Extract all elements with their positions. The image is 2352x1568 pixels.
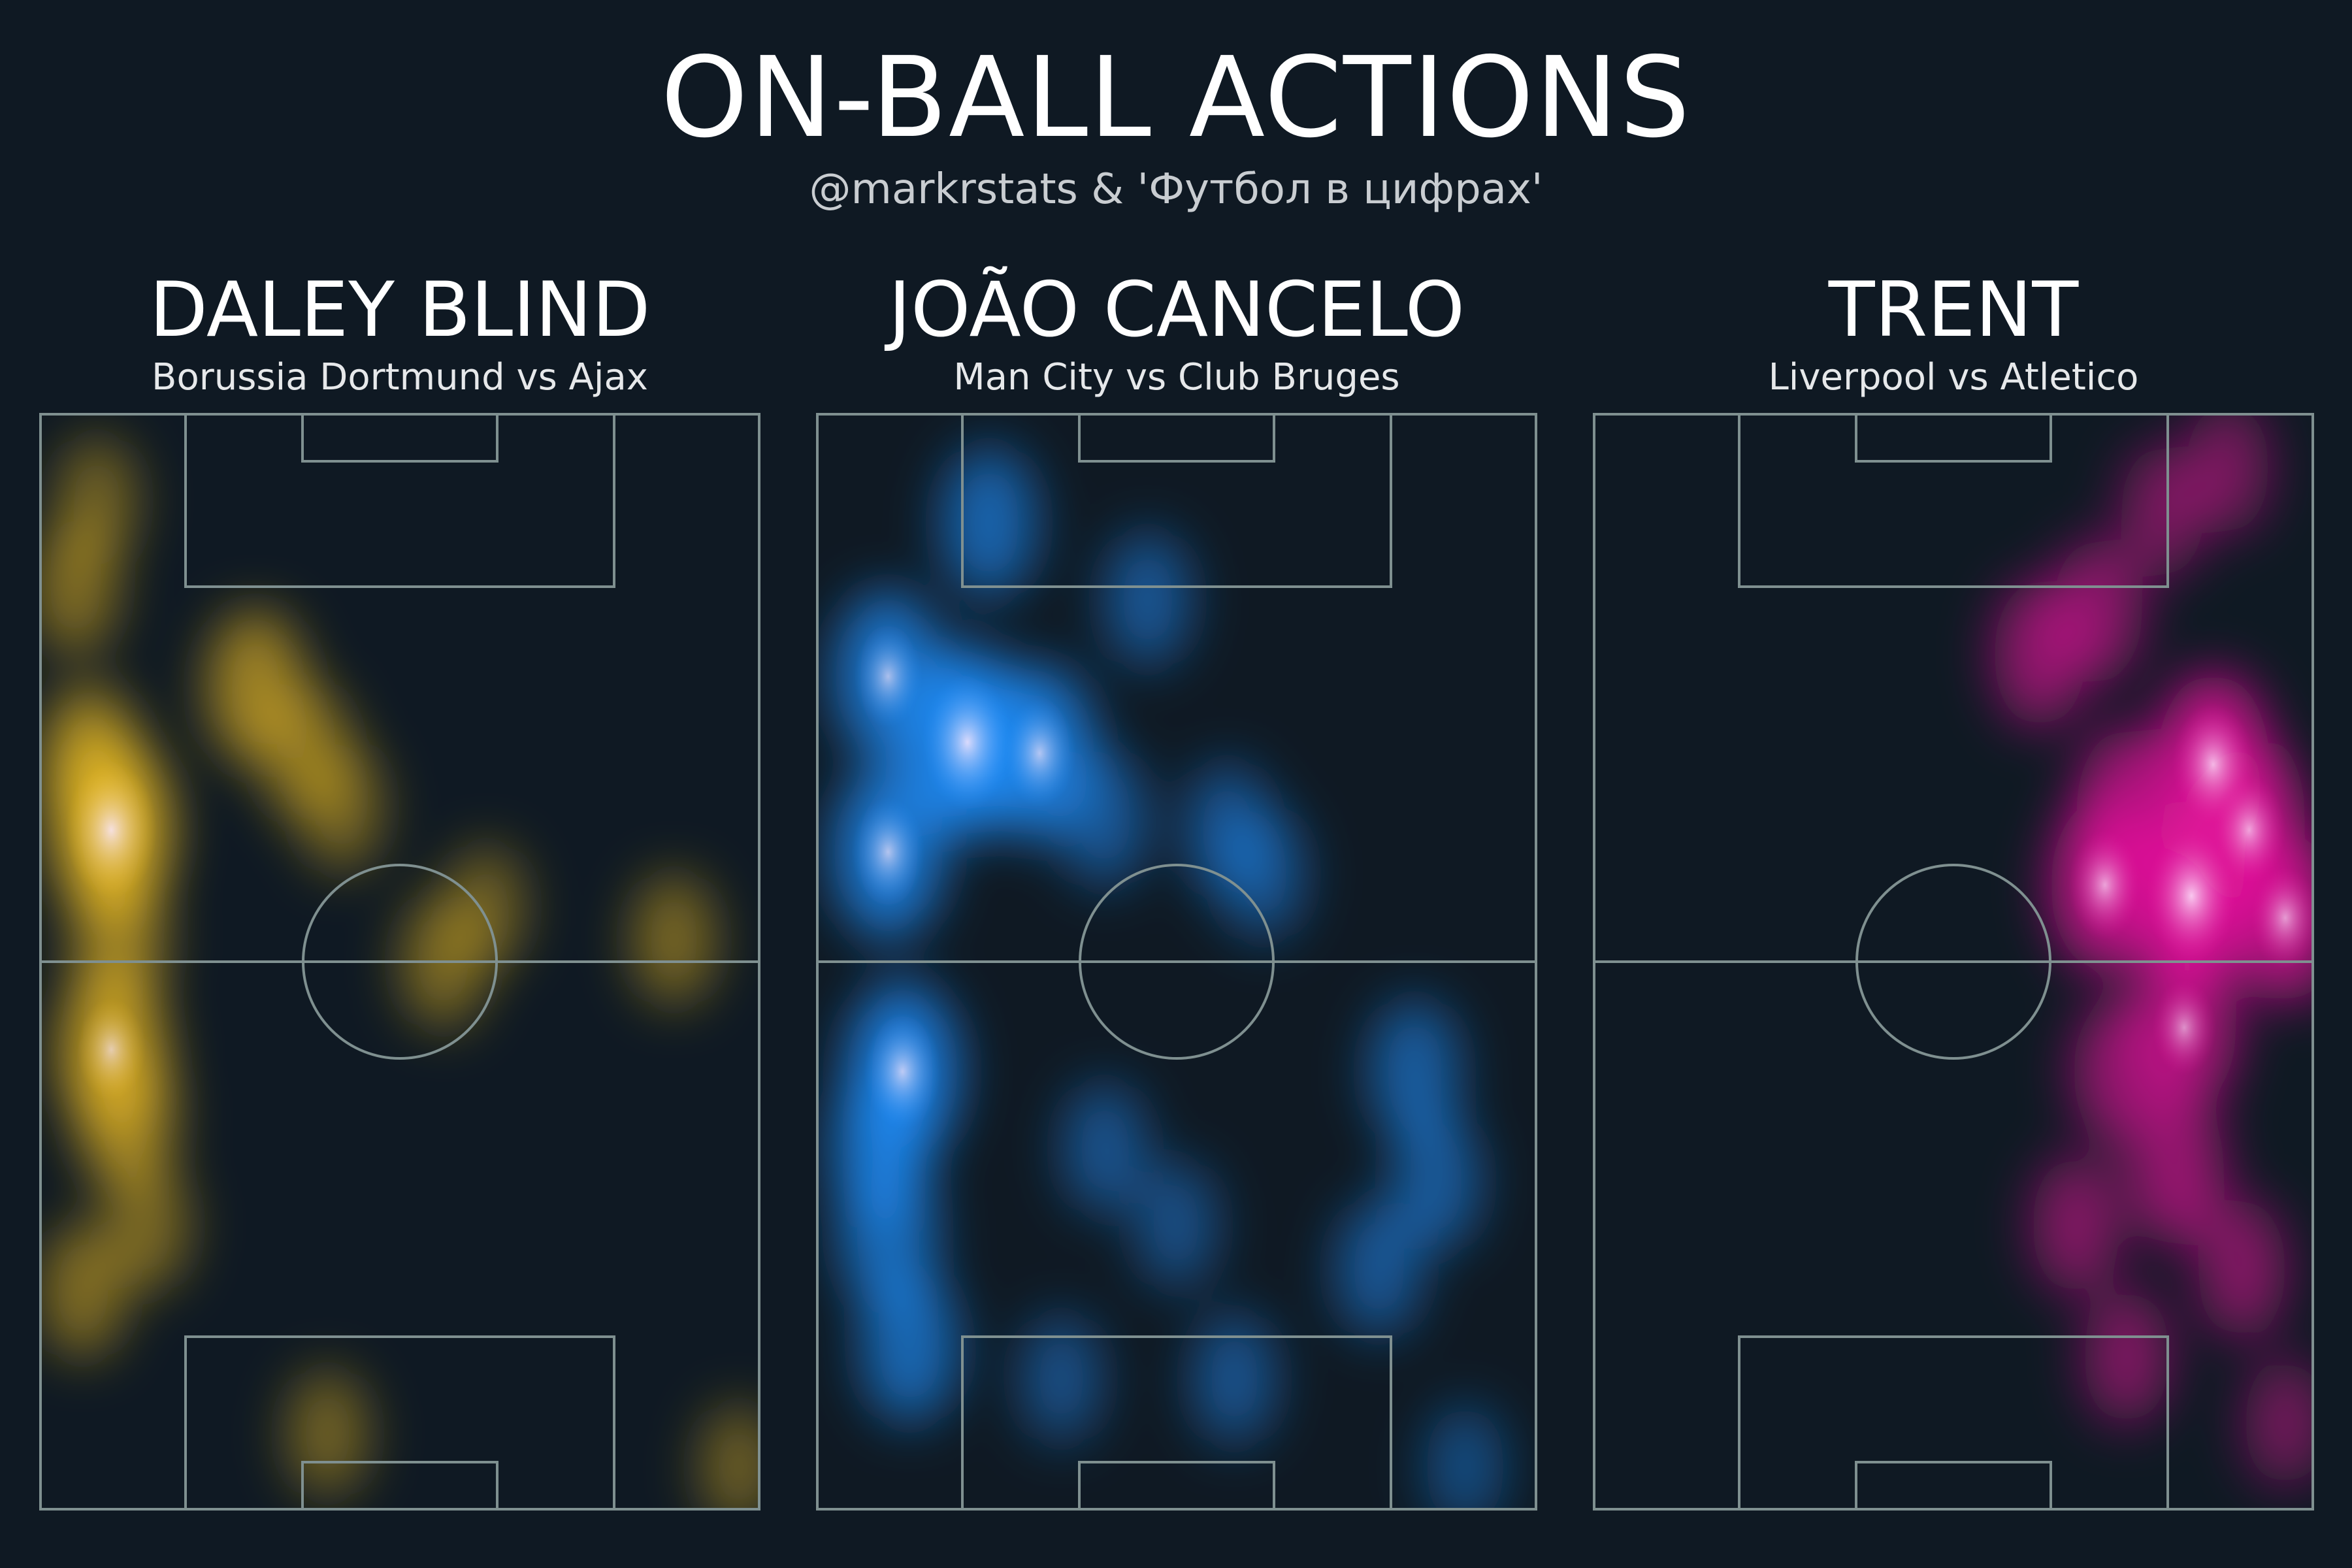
heat-spot — [2073, 998, 2166, 1145]
heat-peak — [2068, 830, 2142, 940]
heat-spot — [2198, 1200, 2286, 1339]
heat-spot — [1062, 1083, 1147, 1214]
heatmap-layer — [1993, 413, 2314, 1486]
six-yard-box-bottom — [1078, 1461, 1275, 1511]
heat-peak — [2251, 866, 2314, 970]
heat-spot — [1335, 1201, 1422, 1337]
heatmap-pitch — [39, 413, 760, 1511]
player-name: JOÃO CANCELO — [888, 266, 1465, 354]
heat-spot — [699, 1405, 760, 1511]
heat-peak — [863, 1013, 941, 1130]
heat-spot — [287, 1370, 368, 1497]
pitch-svg — [816, 413, 1537, 1511]
heat-spot — [56, 437, 138, 564]
heat-spot — [1192, 1313, 1277, 1445]
heat-blobs — [831, 448, 1505, 1511]
chart-credit: @markrstats & 'Футбол в цифрах' — [809, 165, 1543, 214]
chart-title: ON-BALL ACTIONS — [661, 33, 1691, 163]
pitch-svg — [39, 413, 760, 1511]
heat-spot — [1062, 751, 1148, 887]
heat-spot — [1392, 1112, 1480, 1250]
heat-peak — [921, 674, 1013, 811]
heat-spot — [1369, 1000, 1460, 1143]
pitch-lines — [1593, 413, 2314, 1511]
heat-peak — [1003, 698, 1077, 808]
heat-spot — [1021, 1315, 1102, 1443]
penalty-area-top — [184, 413, 615, 588]
heat-peak — [76, 998, 146, 1102]
heat-spot — [2129, 1095, 2225, 1246]
heat-peak — [2212, 775, 2286, 885]
heat-spot — [1426, 1405, 1505, 1511]
heat-cores — [65, 761, 157, 1102]
heat-spot — [632, 874, 716, 1005]
heat-cores — [851, 625, 1077, 1130]
heat-spot — [941, 448, 1037, 598]
heat-spot — [2052, 539, 2143, 682]
match-label: Borussia Dortmund vs Ajax — [152, 356, 648, 399]
pitch-lines — [816, 413, 1537, 1511]
heat-spot — [2083, 1289, 2170, 1424]
heatmap-pitch — [816, 413, 1537, 1511]
heat-spot — [1221, 808, 1305, 939]
heat-spot — [301, 743, 384, 872]
pitch-lines — [39, 413, 760, 1511]
heat-spot — [2244, 1359, 2314, 1486]
heatmap-layer — [831, 448, 1505, 1511]
six-yard-box-bottom — [301, 1461, 498, 1511]
heat-spot — [39, 1224, 125, 1358]
player-name: TRENT — [1828, 266, 2079, 354]
heat-spot — [2185, 413, 2270, 533]
player-name: DALEY BLIND — [149, 266, 651, 354]
pitch-svg — [1593, 413, 2314, 1511]
heat-peak — [851, 797, 925, 907]
heatmap-layer — [39, 437, 760, 1511]
six-yard-box-top — [301, 413, 498, 463]
heat-spot — [1136, 1162, 1217, 1289]
match-label: Liverpool vs Atletico — [1768, 356, 2139, 399]
six-yard-box-bottom — [1855, 1461, 2052, 1511]
six-yard-box-top — [1855, 413, 2052, 463]
heatmap-pitch — [1593, 413, 2314, 1511]
heat-spot — [2032, 1156, 2120, 1295]
heat-peak — [2152, 979, 2217, 1076]
heat-spot — [447, 845, 526, 968]
centre-circle — [302, 864, 498, 1060]
match-label: Man City vs Club Bruges — [953, 356, 1400, 399]
heat-peak — [65, 761, 157, 899]
heat-spot — [1105, 532, 1191, 667]
penalty-area-bottom — [184, 1335, 615, 1511]
heat-cores — [2068, 702, 2314, 1076]
centre-circle — [1079, 864, 1275, 1060]
heat-spot — [105, 1160, 189, 1291]
heat-peak — [853, 625, 923, 728]
heat-blobs — [39, 437, 760, 1511]
heat-spot — [2121, 446, 2204, 578]
heat-spot — [861, 1269, 958, 1423]
centre-circle — [1855, 864, 2051, 1060]
heat-peak — [2146, 827, 2238, 965]
six-yard-box-top — [1078, 413, 1275, 463]
